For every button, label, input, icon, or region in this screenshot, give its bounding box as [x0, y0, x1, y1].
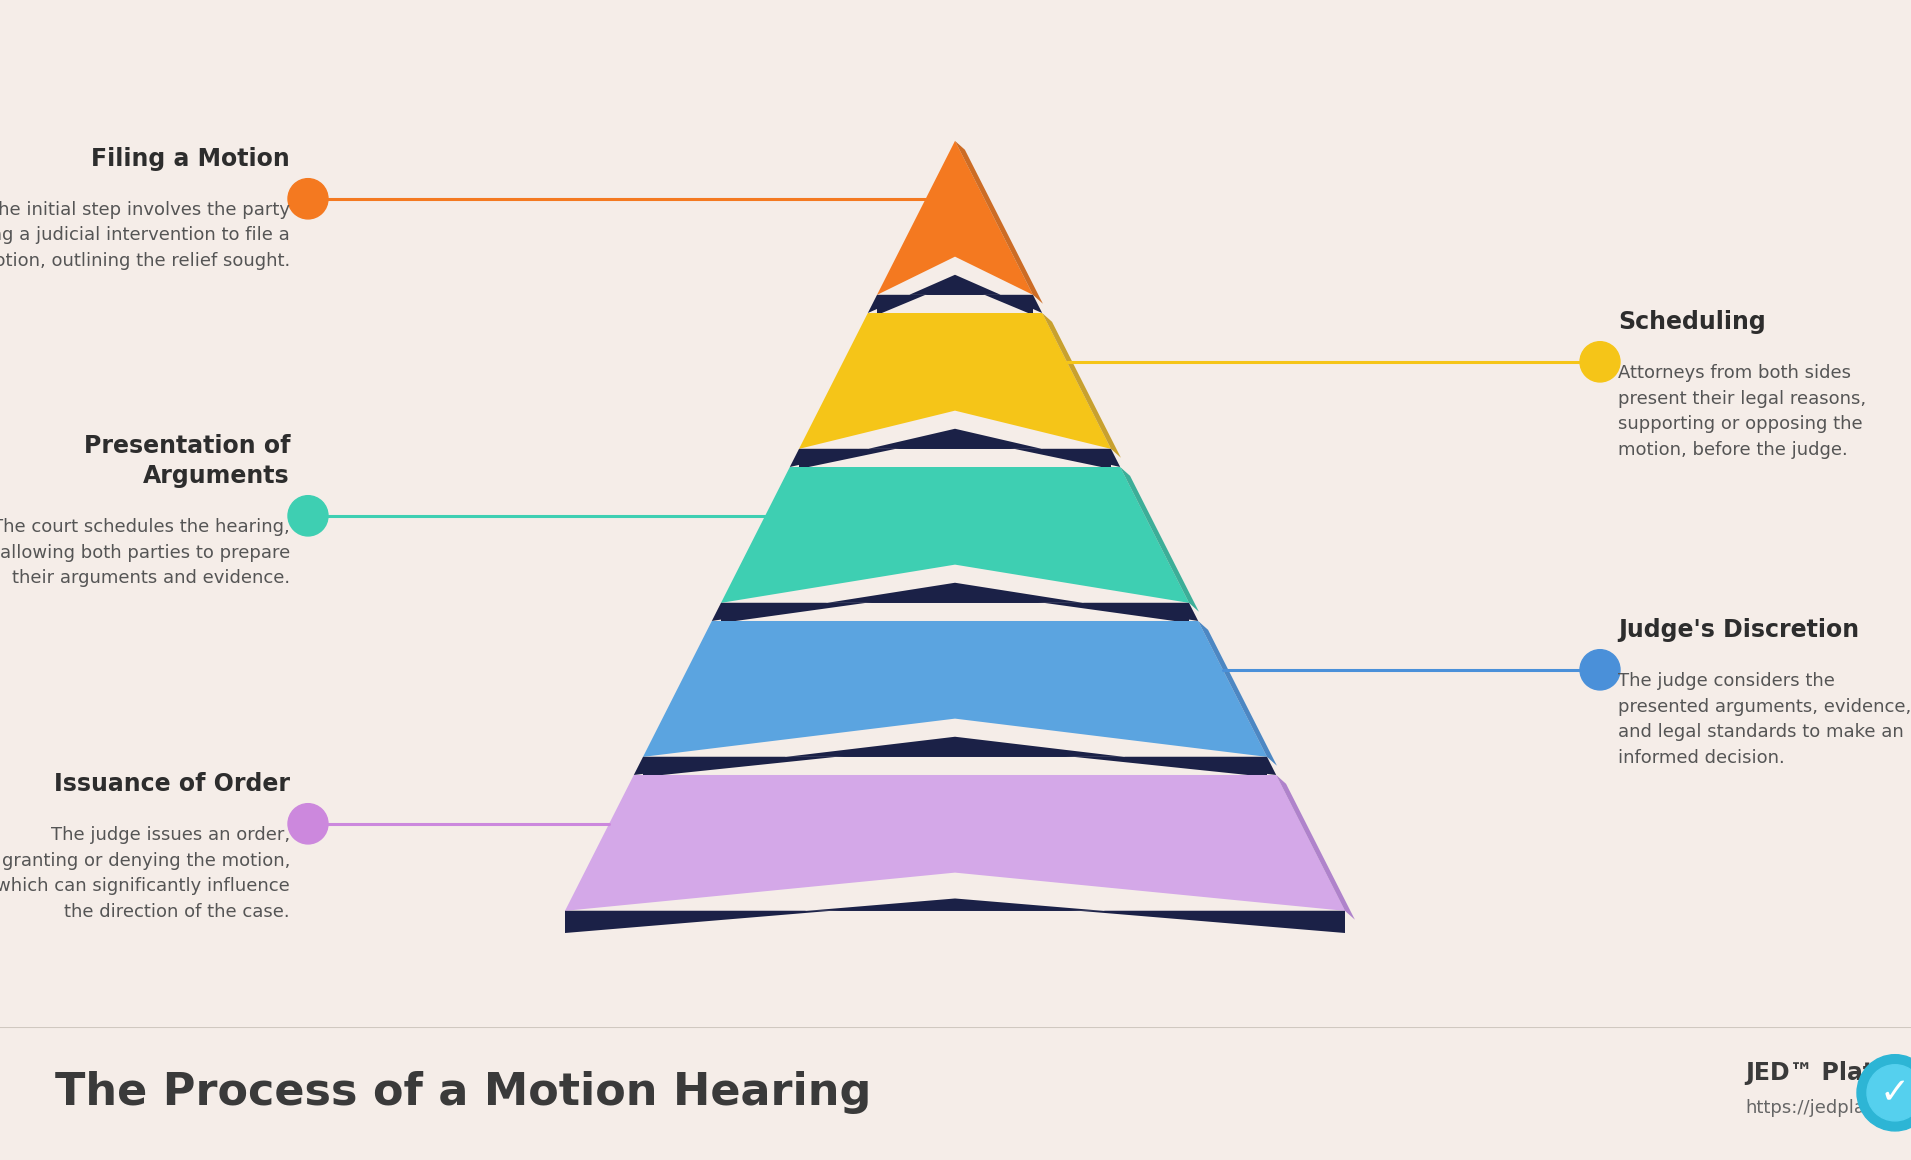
Text: Judge's Discretion: Judge's Discretion: [1619, 617, 1859, 641]
Circle shape: [289, 804, 329, 844]
Polygon shape: [566, 900, 1345, 933]
Polygon shape: [642, 621, 1267, 756]
Polygon shape: [877, 140, 1034, 295]
Text: Attorneys from both sides
present their legal reasons,
supporting or opposing th: Attorneys from both sides present their …: [1619, 364, 1867, 459]
Text: The initial step involves the party
requesting a judicial intervention to file a: The initial step involves the party requ…: [0, 201, 290, 270]
Polygon shape: [720, 467, 1189, 603]
Polygon shape: [789, 429, 1120, 467]
Text: Filing a Motion: Filing a Motion: [92, 146, 290, 171]
Polygon shape: [799, 313, 1110, 449]
Polygon shape: [566, 899, 1345, 931]
Text: The judge issues an order,
granting or denying the motion,
which can significant: The judge issues an order, granting or d…: [0, 826, 290, 921]
Text: https://jedplatform.com: https://jedplatform.com: [1745, 1099, 1911, 1117]
Text: ✓: ✓: [1880, 1075, 1911, 1110]
Text: Presentation of
Arguments: Presentation of Arguments: [84, 434, 290, 487]
Polygon shape: [642, 745, 1267, 777]
Polygon shape: [1120, 467, 1198, 611]
Polygon shape: [877, 283, 1034, 316]
Circle shape: [1580, 342, 1621, 382]
Polygon shape: [711, 582, 1198, 621]
Polygon shape: [566, 775, 1345, 911]
Polygon shape: [799, 436, 1110, 469]
Polygon shape: [1198, 621, 1277, 766]
Text: Issuance of Order: Issuance of Order: [54, 771, 290, 796]
Circle shape: [289, 495, 329, 536]
Text: JED™ Platform: JED™ Platform: [1745, 1060, 1911, 1085]
Circle shape: [1580, 650, 1621, 690]
Circle shape: [1867, 1065, 1911, 1121]
Polygon shape: [634, 737, 1277, 775]
Polygon shape: [1277, 775, 1355, 920]
Polygon shape: [1041, 313, 1122, 458]
Polygon shape: [956, 140, 1043, 304]
Circle shape: [1857, 1054, 1911, 1131]
Circle shape: [289, 179, 329, 219]
Text: The judge considers the
presented arguments, evidence,
and legal standards to ma: The judge considers the presented argume…: [1619, 672, 1911, 767]
Polygon shape: [720, 590, 1189, 623]
Text: Scheduling: Scheduling: [1619, 310, 1766, 334]
Text: The Process of a Motion Hearing: The Process of a Motion Hearing: [55, 1072, 871, 1115]
Text: The court schedules the hearing,
allowing both parties to prepare
their argument: The court schedules the hearing, allowin…: [0, 517, 290, 587]
Polygon shape: [868, 275, 1041, 313]
